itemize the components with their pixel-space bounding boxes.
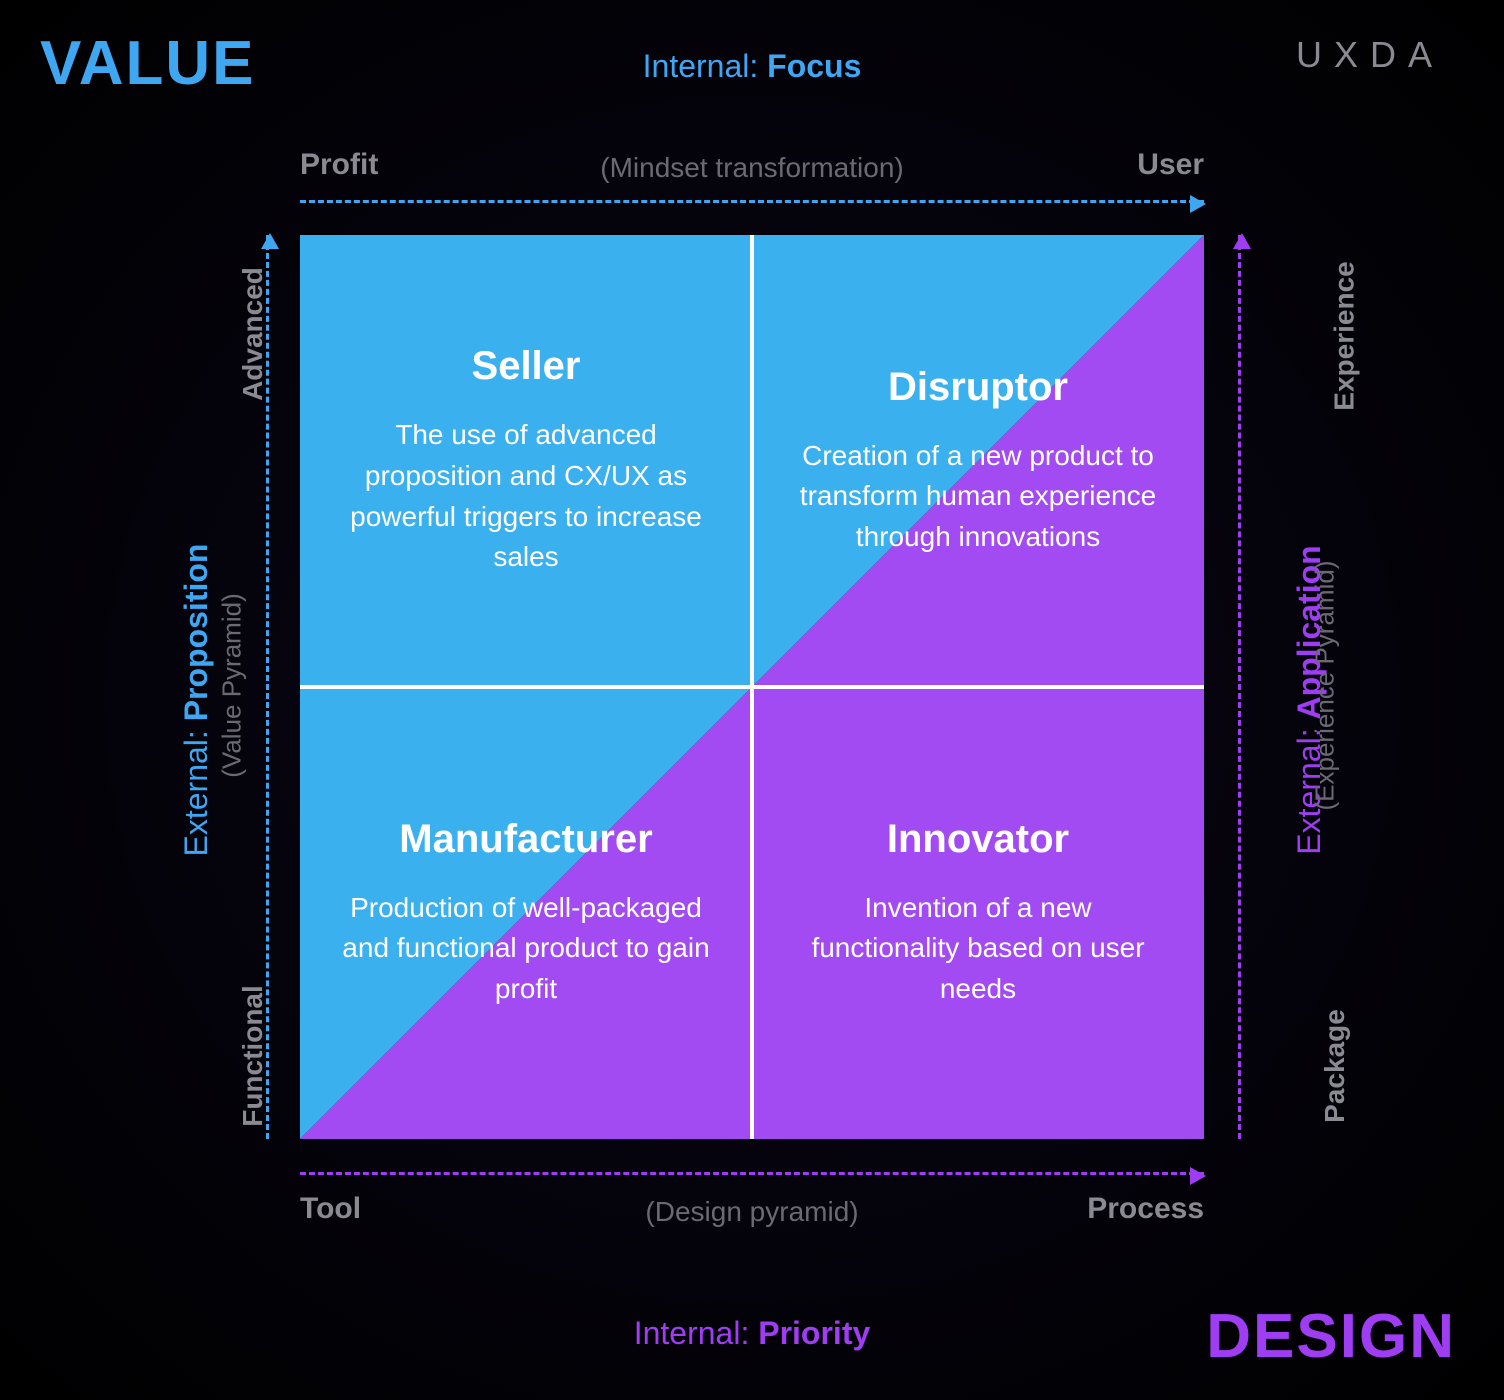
diagram-canvas: VALUE DESIGN UXDA Internal: Focus Intern… <box>0 0 1504 1400</box>
brand-logo: UXDA <box>1296 34 1444 76</box>
title-value: VALUE <box>40 28 256 99</box>
axis-left-end: Advanced <box>237 267 269 401</box>
arrow-bottom <box>300 1172 1204 1174</box>
quadrant-disruptor: Disruptor Creation of a new product to t… <box>752 235 1204 687</box>
axis-bottom-bold: Priority <box>758 1315 870 1351</box>
axis-bottom-sub: (Design pyramid) <box>645 1196 858 1228</box>
axis-top-bold: Focus <box>767 48 861 84</box>
quadrant-innovator-title: Innovator <box>887 817 1069 862</box>
axis-top-sub: (Mindset transformation) <box>600 152 903 184</box>
quadrant-manufacturer-title: Manufacturer <box>399 817 652 862</box>
quadrant-innovator: Innovator Invention of a new functionali… <box>752 687 1204 1139</box>
axis-left-sub: (Value Pyramid) <box>217 593 248 777</box>
quadrant-seller: Seller The use of advanced proposition a… <box>300 235 752 687</box>
axis-left-prefix: External: <box>178 721 214 856</box>
quadrant-manufacturer: Manufacturer Production of well-packaged… <box>300 687 752 1139</box>
axis-bottom-end: Process <box>1087 1192 1204 1226</box>
title-design: DESIGN <box>1206 1301 1456 1372</box>
matrix: Seller The use of advanced proposition a… <box>300 235 1204 1139</box>
quadrant-seller-title: Seller <box>472 344 581 389</box>
quadrant-manufacturer-body: Production of well-packaged and function… <box>336 888 716 1010</box>
quadrant-disruptor-title: Disruptor <box>888 365 1068 410</box>
axis-bottom-label: Internal: Priority <box>634 1315 871 1352</box>
axis-right-sub: (Experience Pyramid) <box>1309 561 1340 811</box>
quadrant-seller-body: The use of advanced proposition and CX/U… <box>336 415 716 577</box>
axis-left-label: External: Proposition <box>178 544 215 857</box>
axis-right-end: Experience <box>1329 261 1361 410</box>
axis-left-start: Functional <box>237 985 269 1127</box>
axis-top-end: User <box>1137 148 1204 182</box>
axis-top-label: Internal: Focus <box>643 48 862 85</box>
axis-bottom-prefix: Internal: <box>634 1315 759 1351</box>
axis-top-start: Profit <box>300 148 378 182</box>
axis-right-start: Package <box>1319 1009 1351 1123</box>
quadrant-innovator-body: Invention of a new functionality based o… <box>788 888 1168 1010</box>
axis-top-prefix: Internal: <box>643 48 768 84</box>
arrow-left <box>266 235 268 1139</box>
quadrant-disruptor-body: Creation of a new product to transform h… <box>788 436 1168 558</box>
axis-bottom-start: Tool <box>300 1192 361 1226</box>
arrow-top <box>300 200 1204 202</box>
axis-left-bold: Proposition <box>178 544 214 722</box>
arrow-right <box>1238 235 1240 1139</box>
